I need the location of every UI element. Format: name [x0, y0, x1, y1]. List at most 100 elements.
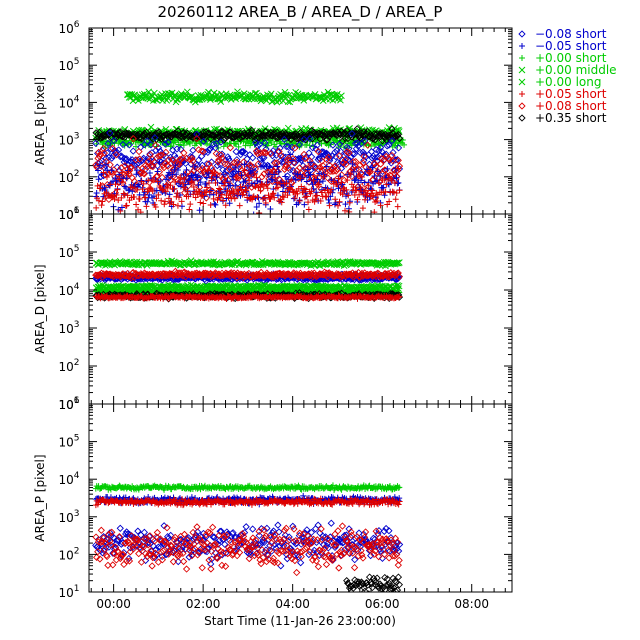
data-point	[292, 194, 299, 201]
data-point	[332, 196, 339, 203]
data-point	[288, 176, 295, 183]
data-point	[111, 173, 119, 181]
data-point	[173, 171, 180, 178]
data-point	[385, 155, 393, 164]
data-point	[379, 167, 387, 176]
data-point	[194, 156, 203, 164]
data-point	[314, 181, 321, 188]
data-point	[171, 91, 179, 99]
data-point	[144, 198, 151, 205]
data-point	[242, 178, 249, 185]
data-point	[112, 151, 120, 159]
data-point	[141, 189, 148, 196]
data-point	[93, 193, 100, 200]
data-point	[236, 172, 245, 180]
data-point	[107, 181, 114, 188]
data-point	[382, 188, 389, 195]
data-point	[236, 272, 244, 280]
data-point	[162, 188, 169, 195]
data-point	[165, 169, 172, 176]
data-point	[314, 192, 321, 199]
data-point	[103, 161, 110, 168]
data-point	[191, 163, 199, 171]
data-point	[211, 144, 220, 152]
data-point	[317, 198, 324, 205]
data-point	[266, 150, 275, 158]
data-point	[313, 196, 320, 203]
data-point	[294, 171, 301, 178]
data-point	[200, 200, 207, 207]
data-point	[161, 140, 169, 148]
data-point	[275, 168, 282, 175]
data-point	[236, 202, 243, 209]
data-point	[162, 198, 169, 205]
data-point	[220, 197, 227, 204]
data-point	[248, 273, 256, 281]
data-point	[381, 192, 388, 199]
data-point	[282, 142, 290, 151]
data-point	[122, 155, 131, 163]
data-point	[142, 194, 149, 201]
data-point	[201, 134, 209, 142]
data-point	[307, 160, 315, 168]
data-point	[151, 177, 158, 184]
data-point	[220, 143, 227, 150]
data-point	[232, 95, 239, 103]
data-point	[178, 198, 185, 205]
data-point	[181, 159, 190, 168]
data-point	[302, 186, 309, 193]
data-point	[228, 134, 236, 142]
data-point	[220, 136, 228, 144]
data-point	[222, 90, 230, 98]
data-point	[100, 149, 108, 157]
data-point	[210, 140, 218, 148]
data-point	[174, 167, 181, 174]
data-point	[237, 148, 246, 156]
data-point	[277, 196, 284, 203]
data-point	[216, 185, 223, 192]
data-point	[396, 187, 403, 194]
data-point	[198, 193, 205, 200]
data-point	[135, 181, 142, 188]
data-point	[360, 191, 367, 198]
data-point	[106, 161, 114, 169]
data-point	[151, 158, 159, 166]
data-point	[376, 143, 385, 152]
y-axis-label: AREA_B [pixel]	[33, 77, 47, 165]
data-point	[261, 139, 269, 147]
data-point	[124, 167, 131, 174]
data-point	[359, 148, 367, 156]
data-point	[384, 201, 391, 208]
data-point	[318, 189, 325, 196]
data-point	[95, 167, 102, 174]
data-point	[247, 162, 255, 171]
data-point	[226, 144, 235, 152]
data-point	[208, 175, 215, 182]
data-point	[253, 135, 261, 143]
data-point	[102, 154, 110, 163]
data-point	[94, 154, 102, 163]
data-point	[305, 199, 312, 206]
data-point	[158, 197, 165, 204]
data-point	[314, 147, 322, 156]
data-point	[374, 153, 382, 161]
data-point	[143, 163, 152, 171]
data-point	[308, 188, 315, 195]
data-point	[181, 176, 188, 183]
data-point	[270, 128, 278, 137]
data-point	[143, 203, 150, 210]
data-point	[239, 158, 248, 166]
data-point	[274, 147, 282, 156]
data-point	[359, 174, 366, 181]
data-point	[164, 172, 171, 179]
data-point	[250, 211, 257, 214]
data-point	[294, 190, 301, 197]
data-point	[218, 191, 225, 198]
data-point	[172, 260, 180, 268]
data-point	[251, 180, 258, 187]
data-point	[331, 148, 339, 156]
data-point	[395, 126, 402, 134]
data-point	[360, 152, 368, 160]
